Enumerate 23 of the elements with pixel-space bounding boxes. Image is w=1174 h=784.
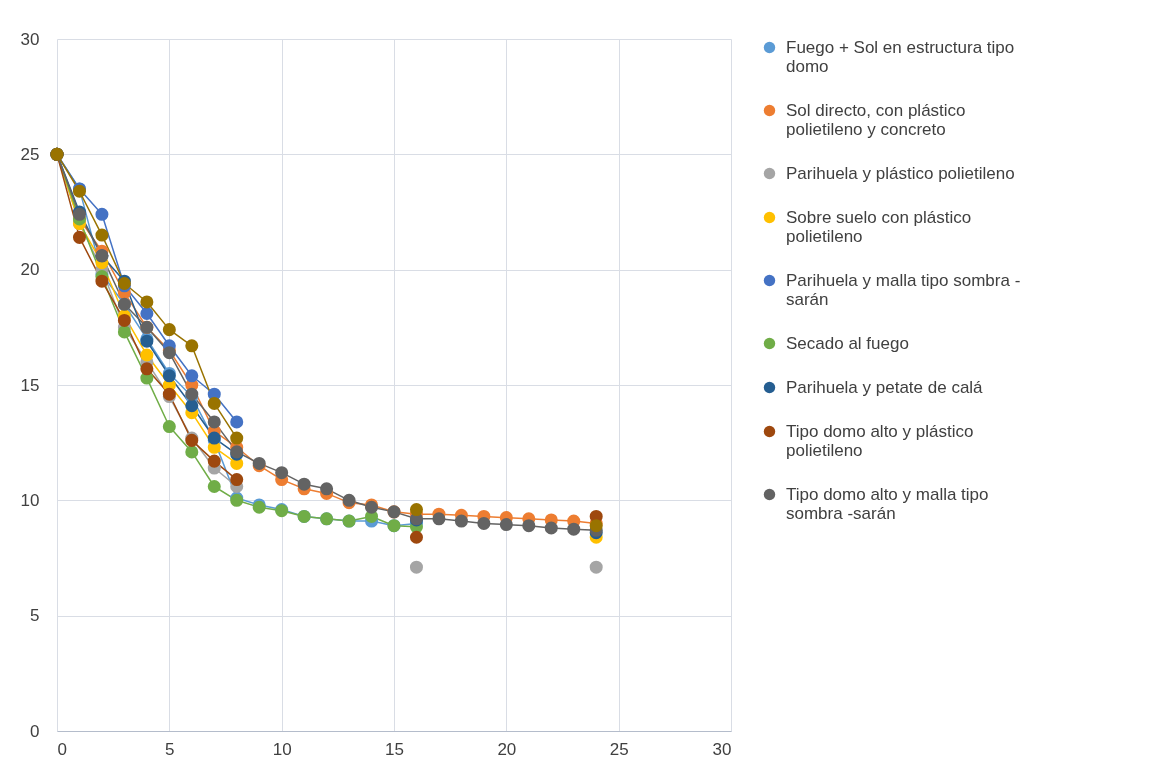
y-tick-label: 10 xyxy=(20,490,40,510)
legend-label: Tipo domo alto y plástico polietileno xyxy=(786,421,974,460)
x-tick-label: 0 xyxy=(57,739,67,759)
legend-label: Parihuela y malla tipo sombra - sarán xyxy=(786,270,1021,309)
legend-label: Secado al fuego xyxy=(786,333,909,353)
legend-label: Parihuela y plástico polietileno xyxy=(786,163,1015,183)
x-tick-label: 5 xyxy=(165,739,175,759)
legend-label: Fuego + Sol en estructura tipo domo xyxy=(786,37,1015,76)
y-tick-label: 0 xyxy=(30,721,40,741)
y-tick-label: 20 xyxy=(20,260,40,280)
legend-label: Tipo domo alto y malla tipo sombra -sarán xyxy=(786,484,989,523)
legend-label: Sol directo, con plástico polietileno y concreto xyxy=(786,100,966,139)
legend-label: Parihuela y petate de calá xyxy=(786,377,984,397)
y-tick-label: 25 xyxy=(20,144,40,164)
x-tick-label: 25 xyxy=(609,739,629,759)
x-tick-label: 30 xyxy=(712,739,732,759)
legend-label: Sobre suelo con plástico polietileno xyxy=(786,207,972,246)
y-tick-label: 30 xyxy=(20,29,40,49)
x-tick-label: 10 xyxy=(272,739,292,759)
x-tick-label: 15 xyxy=(385,739,404,759)
x-tick-label: 20 xyxy=(497,739,517,759)
y-tick-label: 5 xyxy=(30,606,40,626)
y-tick-label: 15 xyxy=(20,375,40,395)
